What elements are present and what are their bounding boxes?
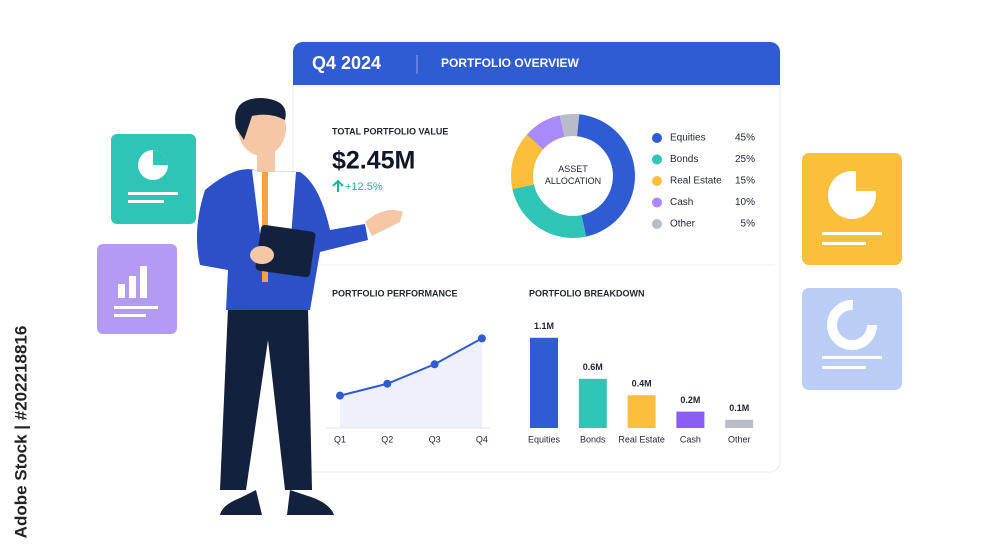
x-tick-label: Q1 xyxy=(334,434,346,444)
donut-center-label: ASSET ALLOCATION xyxy=(545,164,601,186)
legend-value: 45% xyxy=(735,133,755,144)
x-tick-label: Bonds xyxy=(580,434,606,444)
bar-value-label: 0.6M xyxy=(583,362,603,372)
up-arrow xyxy=(332,179,344,192)
x-tick-label: Q2 xyxy=(381,434,393,444)
x-tick-label: Real Estate xyxy=(618,434,665,444)
donut-slice xyxy=(576,114,635,237)
bar xyxy=(725,419,754,428)
bar-value-label: 0.1M xyxy=(729,403,749,413)
performance-area xyxy=(340,338,482,428)
x-tick-label: Q4 xyxy=(476,434,488,444)
bar-value-label: 1.1M xyxy=(534,321,554,331)
person-illustration xyxy=(196,98,403,515)
chart-title: PORTFOLIO PERFORMANCE xyxy=(332,288,458,298)
x-tick-label: Cash xyxy=(680,434,701,444)
bar xyxy=(530,337,558,428)
line-point xyxy=(336,391,344,400)
legend-label: Other xyxy=(670,219,696,230)
watermark: Adobe Stock | #202218816 xyxy=(11,326,30,539)
side-icons xyxy=(97,134,902,390)
legend-dot xyxy=(652,197,662,208)
legend-dot xyxy=(652,176,662,186)
line-point xyxy=(430,360,439,369)
line-point xyxy=(383,379,392,388)
legend-dot xyxy=(652,133,662,143)
period: Q4 2024 xyxy=(312,53,381,73)
kpi-value: $2.45M xyxy=(332,147,415,175)
legend-label: Real Estate xyxy=(670,176,722,187)
x-tick-label: Q3 xyxy=(429,434,441,444)
x-tick-label: Equities xyxy=(528,434,561,444)
legend-dot xyxy=(652,154,662,165)
bar xyxy=(627,395,656,428)
header-title: PORTFOLIO OVERVIEW xyxy=(441,56,579,70)
bar xyxy=(578,378,607,428)
x-tick-label: Other xyxy=(728,434,751,444)
bar-value-label: 0.4M xyxy=(632,379,652,389)
header-bar xyxy=(293,42,780,85)
legend-label: Equities xyxy=(670,133,706,144)
donut-slice xyxy=(511,134,544,190)
bar xyxy=(676,411,705,428)
kpi-label: TOTAL PORTFOLIO VALUE xyxy=(332,126,448,136)
legend-value: 25% xyxy=(735,154,755,165)
legend-value: 15% xyxy=(735,176,755,187)
donut-slice xyxy=(559,113,580,137)
bar-value-label: 0.2M xyxy=(680,395,700,405)
legend-dot xyxy=(652,219,662,229)
donut-slice xyxy=(526,115,565,150)
legend-value: 5% xyxy=(741,219,756,230)
performance-line xyxy=(339,337,483,397)
chart-title: PORTFOLIO BREAKDOWN xyxy=(529,288,645,298)
kpi-change: +12.5% xyxy=(345,181,383,193)
legend-label: Cash xyxy=(670,197,693,208)
legend-value: 10% xyxy=(735,197,755,208)
donut-slice xyxy=(512,184,587,238)
line-point xyxy=(477,334,486,343)
legend-label: Bonds xyxy=(670,154,698,165)
